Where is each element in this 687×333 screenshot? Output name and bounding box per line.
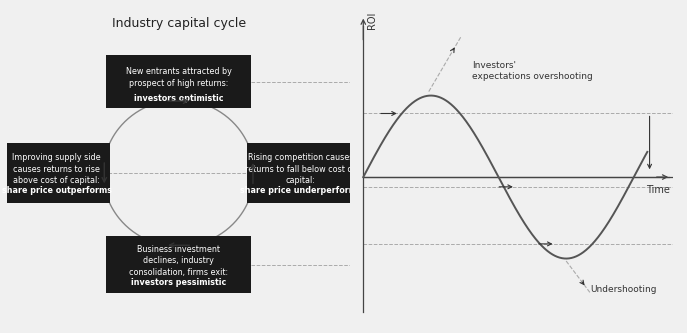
Text: Investors'
expectations overshooting: Investors' expectations overshooting bbox=[472, 61, 593, 81]
Text: New entrants attracted by
prospect of high returns:: New entrants attracted by prospect of hi… bbox=[126, 67, 232, 88]
Text: share price outperforms: share price outperforms bbox=[1, 186, 112, 195]
Text: investors optimistic: investors optimistic bbox=[134, 94, 223, 104]
Text: Undershooting: Undershooting bbox=[590, 285, 656, 294]
Text: Rising competition causes
returns to fall below cost of
capital:: Rising competition causes returns to fal… bbox=[245, 153, 356, 185]
Text: Time: Time bbox=[646, 185, 670, 195]
Text: Industry capital cycle: Industry capital cycle bbox=[111, 17, 246, 30]
FancyBboxPatch shape bbox=[106, 55, 251, 108]
Text: investors pessimistic: investors pessimistic bbox=[131, 277, 226, 287]
Text: Business investment
declines, industry
consolidation, firms exit:: Business investment declines, industry c… bbox=[129, 245, 228, 277]
Text: Improving supply side
causes returns to rise
above cost of capital:: Improving supply side causes returns to … bbox=[12, 153, 101, 185]
Text: share price underperforms: share price underperforms bbox=[240, 186, 361, 195]
Text: ROI: ROI bbox=[367, 12, 376, 29]
FancyBboxPatch shape bbox=[247, 143, 354, 203]
FancyBboxPatch shape bbox=[106, 236, 251, 293]
FancyBboxPatch shape bbox=[3, 143, 110, 203]
